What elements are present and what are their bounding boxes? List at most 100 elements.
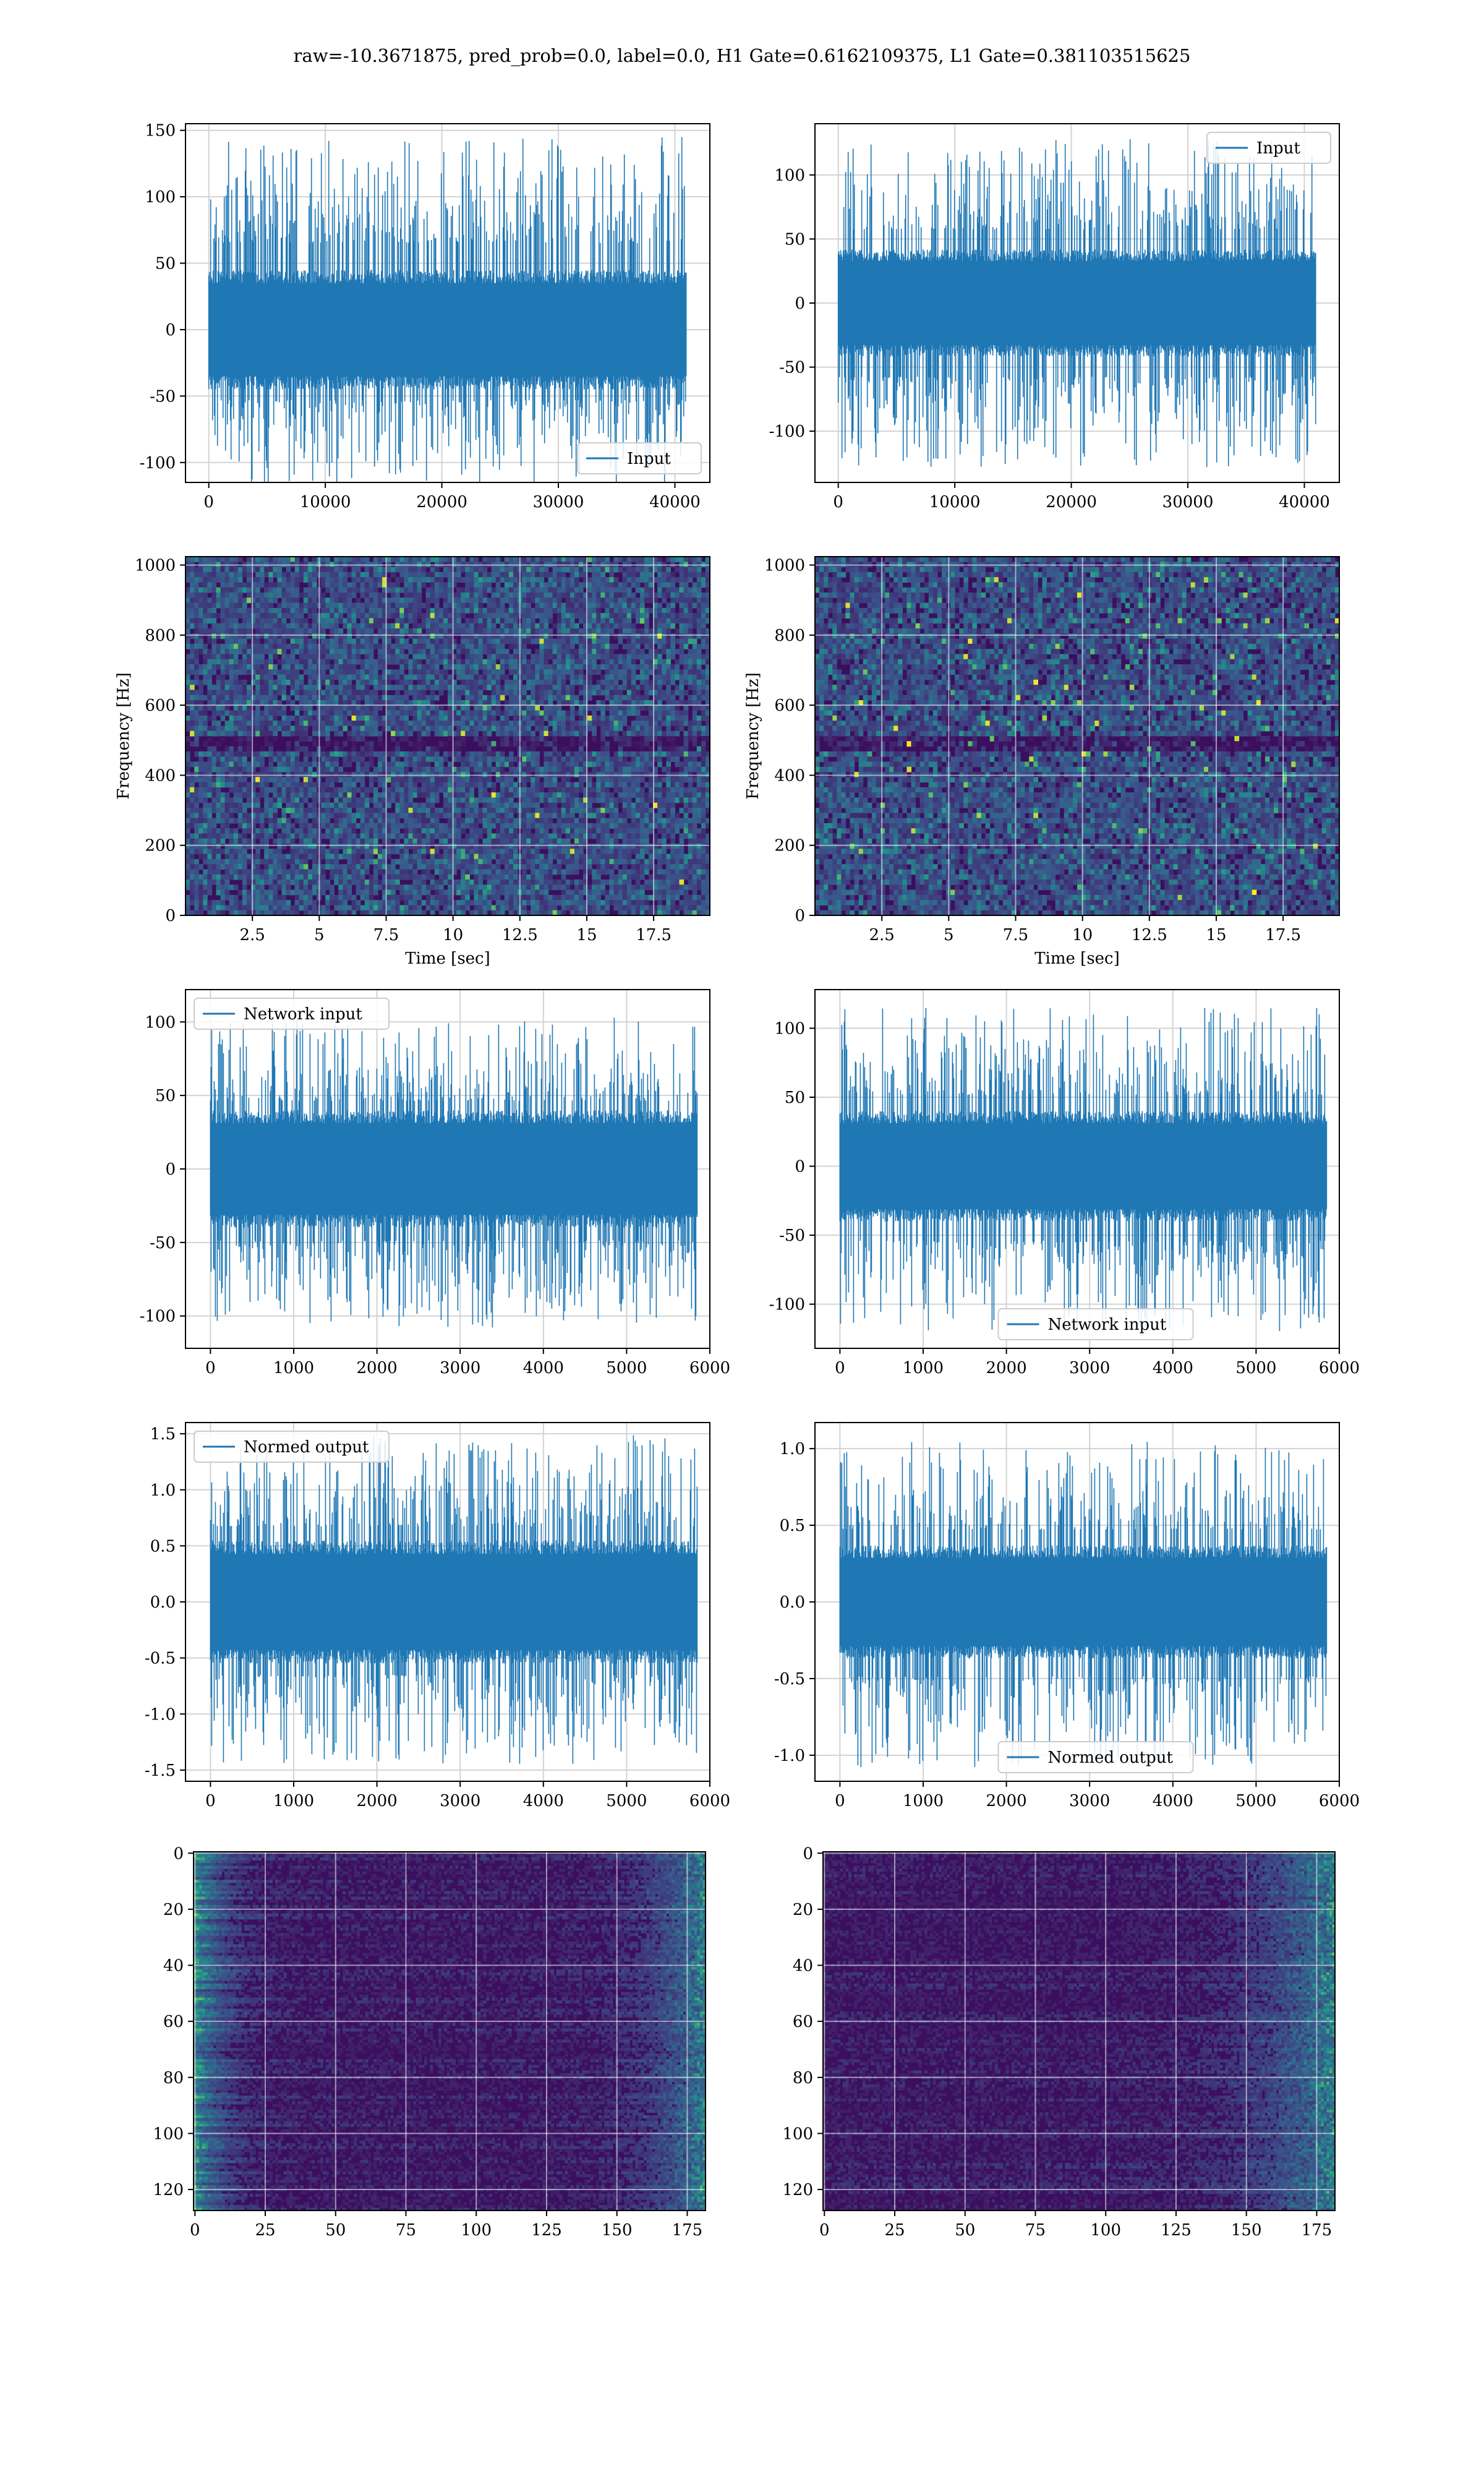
heatmap-cell [246,597,252,604]
heatmap-cell [574,602,579,609]
heatmap-cell [364,628,370,634]
heatmap-cell [535,659,540,665]
heatmap-cell [500,659,505,665]
heatmap-cell [569,593,575,598]
heatmap-cell [569,577,575,583]
heatmap-cell [391,582,396,588]
heatmap-cell [220,587,226,593]
heatmap-cell [600,766,605,773]
heatmap-cell [417,587,422,593]
heatmap-cell [626,705,632,711]
heatmap-cell [386,628,391,634]
heatmap-cell [277,649,283,655]
heatmap-cell [622,618,628,624]
heatmap-cell [548,766,553,773]
heatmap-cell [299,633,304,640]
heatmap-cell [495,690,501,696]
heatmap-cell [369,571,374,578]
heatmap-cell [552,567,558,573]
heatmap-cell [487,659,492,665]
heatmap-cell [369,705,374,711]
heatmap-cell [325,582,330,588]
heatmap-cell [408,782,414,788]
heatmap-cell [386,613,391,619]
heatmap-cell [508,602,514,609]
heatmap-cell [522,582,527,588]
heatmap-cell [443,726,448,732]
heatmap-cell [438,649,444,655]
heatmap-cell [626,623,632,629]
heatmap-cell [683,638,689,644]
heatmap-cell [347,787,352,793]
heatmap-cell [644,669,649,675]
heatmap-cell [482,710,488,716]
heatmap-cell [351,654,357,660]
heatmap-cell [273,593,278,598]
heatmap-cell [281,664,287,670]
heatmap-cell [592,654,597,660]
heatmap-cell [347,638,352,644]
heatmap-cell [548,613,553,619]
heatmap-cell [465,618,470,624]
heatmap-cell [587,787,592,793]
heatmap-cell [657,628,662,634]
heatmap-cell [412,593,418,598]
heatmap-cell [360,638,365,644]
heatmap-cell [482,756,488,763]
heatmap-cell [635,751,641,757]
heatmap-cell [351,736,357,742]
heatmap-cell [438,643,444,649]
heatmap-cell [662,787,667,793]
heatmap-cell [386,587,391,593]
heatmap-cell [609,766,615,773]
heatmap-cell [478,577,484,583]
heatmap-cell [330,628,335,634]
heatmap-cell [639,587,645,593]
heatmap-cell [622,577,628,583]
heatmap-cell [351,746,357,752]
heatmap-cell [526,751,531,757]
heatmap-cell [561,607,566,614]
heatmap-cell [399,571,404,578]
heatmap-cell [369,679,374,685]
heatmap-cell [434,659,440,665]
heatmap-cell [303,597,309,604]
heatmap-cell [639,571,645,578]
heatmap-cell [649,782,654,788]
heatmap-cell [347,607,352,614]
heatmap-cell [443,685,448,691]
heatmap-cell [474,710,479,716]
heatmap-cell [190,577,195,583]
heatmap-cell [613,567,619,573]
heatmap-cell [613,705,619,711]
heatmap-cell [635,602,641,609]
heatmap-cell [657,710,662,716]
heatmap-cell [556,582,562,588]
heatmap-cell [229,587,234,593]
heatmap-cell [701,761,706,768]
heatmap-cell [478,756,484,763]
heatmap-cell [556,730,562,737]
heatmap-cell [237,710,243,716]
heatmap-cell [251,715,256,721]
heatmap-cell [644,571,649,578]
heatmap-cell [391,705,396,711]
heatmap-cell [237,741,243,747]
heatmap-cell [487,571,492,578]
heatmap-cell [609,782,615,788]
heatmap-cell [203,751,208,757]
heatmap-cell [531,607,535,614]
heatmap-cell [330,571,335,578]
heatmap-cell [391,721,396,727]
heatmap-cell [260,567,265,573]
heatmap-cell [377,613,383,619]
heatmap-cell [670,721,676,727]
heatmap-cell [443,593,448,598]
heatmap-cell [683,721,689,727]
heatmap-cell [198,721,203,727]
heatmap-cell [670,664,676,670]
heatmap-cell [609,567,615,573]
heatmap-cell [399,618,404,624]
heatmap-cell [299,726,304,732]
heatmap-cell [294,792,300,798]
